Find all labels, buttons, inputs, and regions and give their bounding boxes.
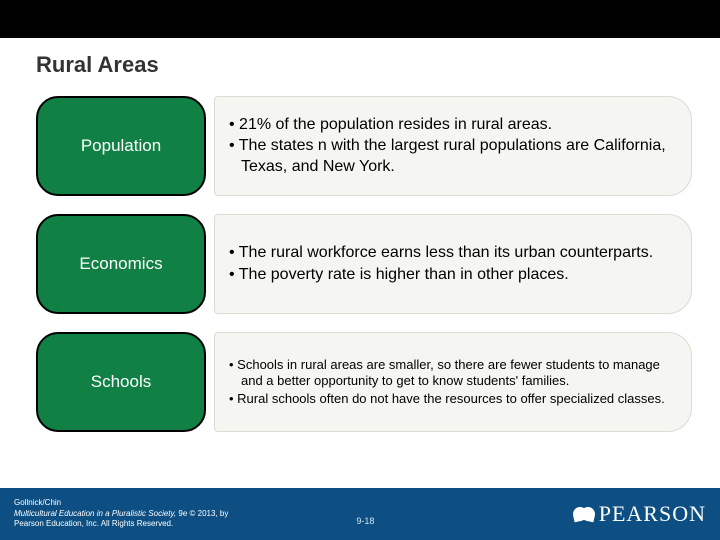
row-population: Population 21% of the population resides… <box>36 96 692 196</box>
copyright-rights: Pearson Education, Inc. All Rights Reser… <box>14 519 228 529</box>
copyright-block: Gollnick/Chin Multicultural Education in… <box>14 498 228 529</box>
panel-schools: Schools in rural areas are smaller, so t… <box>214 332 692 432</box>
bullet-text: The states n with the largest rural popu… <box>229 136 673 177</box>
panel-economics: The rural workforce earns less than its … <box>214 214 692 314</box>
bullet-text: Rural schools often do not have the reso… <box>229 391 673 408</box>
pearson-logo: PEARSON <box>573 501 706 527</box>
copyright-author: Gollnick/Chin <box>14 498 228 508</box>
page-number: 9-18 <box>356 516 374 526</box>
pill-economics: Economics <box>36 214 206 314</box>
pill-label: Schools <box>91 372 151 392</box>
pill-schools: Schools <box>36 332 206 432</box>
copyright-edition: 9e © 2013, by <box>178 509 228 518</box>
pill-label: Population <box>81 136 161 156</box>
panel-population: 21% of the population resides in rural a… <box>214 96 692 196</box>
footer-bar: Gollnick/Chin Multicultural Education in… <box>0 488 720 540</box>
pill-population: Population <box>36 96 206 196</box>
bullet-text: Schools in rural areas are smaller, so t… <box>229 357 673 390</box>
content-rows: Population 21% of the population resides… <box>0 96 720 432</box>
bullet-text: The poverty rate is higher than in other… <box>229 265 673 285</box>
pearson-logo-icon <box>573 503 595 525</box>
slide-title: Rural Areas <box>0 38 720 96</box>
pill-label: Economics <box>79 254 162 274</box>
row-economics: Economics The rural workforce earns less… <box>36 214 692 314</box>
pearson-logo-text: PEARSON <box>599 501 706 527</box>
top-black-bar <box>0 0 720 38</box>
bullet-text: 21% of the population resides in rural a… <box>229 115 673 135</box>
bullet-text: The rural workforce earns less than its … <box>229 243 673 263</box>
row-schools: Schools Schools in rural areas are small… <box>36 332 692 432</box>
copyright-book: Multicultural Education in a Pluralistic… <box>14 509 176 518</box>
